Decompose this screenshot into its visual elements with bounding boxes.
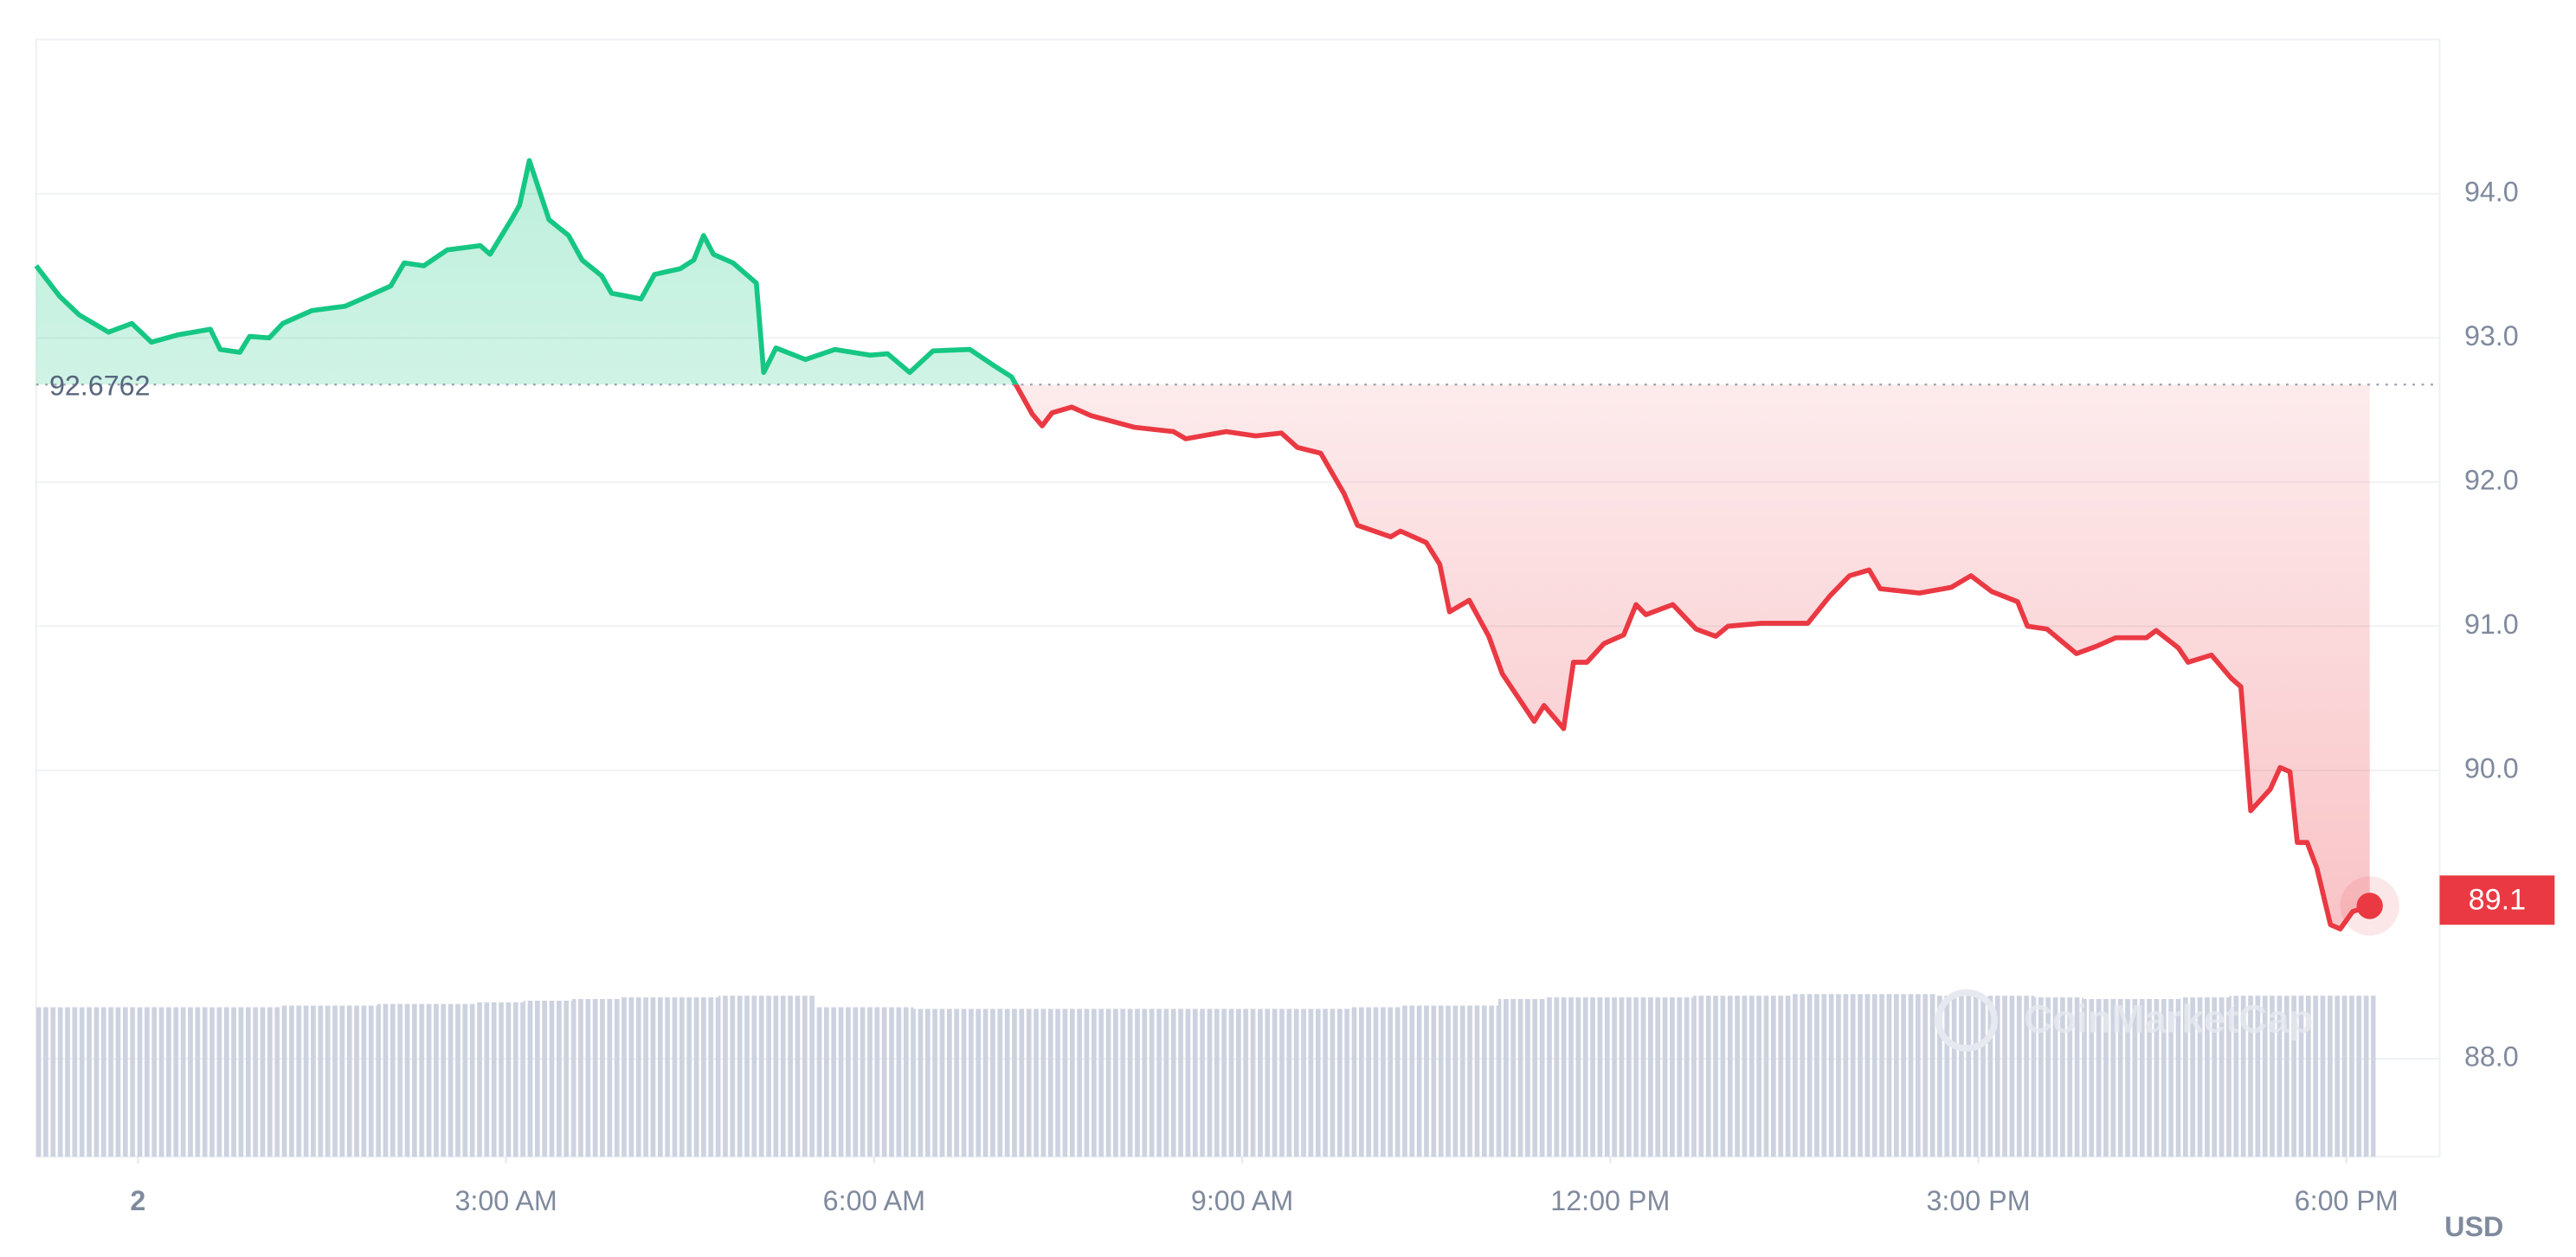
y-tick-label: 88.0 <box>2464 1041 2519 1072</box>
x-tick-label: 6:00 AM <box>823 1185 925 1216</box>
x-tick-label: 3:00 AM <box>454 1185 557 1216</box>
volume-bar <box>1010 1009 1060 1157</box>
volume-bar <box>767 996 816 1157</box>
volume-bar <box>85 1007 134 1157</box>
volume-bar <box>182 1007 231 1157</box>
volume-bar <box>1595 997 1645 1157</box>
x-tick-label: 12:00 PM <box>1550 1185 1670 1216</box>
y-tick-label: 90.0 <box>2464 752 2519 783</box>
price-tag-label: 89.1 <box>2469 884 2526 917</box>
volume-bar <box>1790 994 1840 1157</box>
volume-bar <box>572 998 621 1157</box>
area-down <box>35 384 2370 930</box>
volume-bar <box>2229 996 2278 1157</box>
unit-label: USD <box>2444 1211 2503 1242</box>
volume-bar <box>621 997 670 1157</box>
watermark-logo <box>1935 989 1998 1052</box>
volume-bar <box>474 1002 524 1157</box>
watermark: CoinMarketCap <box>2024 997 2313 1041</box>
price-tag <box>2439 875 2555 925</box>
volume-bar <box>2083 998 2132 1157</box>
volume-bar <box>1059 1009 1109 1157</box>
volume-bar <box>133 1007 183 1157</box>
volume-bar <box>864 1007 914 1157</box>
volume-bar <box>1644 997 1694 1157</box>
volume-bar <box>1936 996 1986 1157</box>
volume-bar <box>1254 1009 1304 1157</box>
volume-bar <box>1742 996 1791 1157</box>
volume-bar <box>1693 996 1742 1157</box>
volume-bar <box>2180 997 2230 1157</box>
x-tick-label: 6:00 PM <box>2295 1185 2399 1216</box>
volume-bar <box>1108 1009 1157 1157</box>
volume-bar <box>2327 996 2376 1157</box>
volume-bar <box>1839 994 1889 1157</box>
volume-bar <box>2131 998 2181 1157</box>
volume-bar <box>426 1003 475 1157</box>
volume-bar <box>1888 994 1937 1157</box>
volume-bar <box>1497 998 1548 1157</box>
volume-bar <box>328 1005 377 1157</box>
volume-bar <box>815 1007 865 1157</box>
volume-bar <box>280 1005 329 1157</box>
x-tick-label: 9:00 AM <box>1191 1185 1293 1216</box>
y-tick-label: 91.0 <box>2464 609 2519 640</box>
volume-bar <box>377 1003 427 1157</box>
volume-bar <box>962 1009 1011 1157</box>
volume-bar <box>2277 996 2328 1157</box>
volume-bar <box>230 1007 280 1157</box>
x-tick-label: 2 <box>130 1185 145 1216</box>
volume-bar <box>1401 1005 1450 1157</box>
volume-bar <box>1303 1009 1353 1157</box>
x-tick-label: 3:00 PM <box>1926 1185 2030 1216</box>
volume-bar <box>2034 997 2083 1157</box>
y-tick-label: 92.0 <box>2464 464 2519 495</box>
price-line-up <box>34 158 1019 385</box>
volume-bar <box>1206 1009 1255 1157</box>
price-line-down <box>1013 384 2371 931</box>
volume-bar <box>1547 997 1596 1157</box>
volume-bar <box>913 1009 963 1157</box>
volume-bar <box>1352 1007 1401 1157</box>
volume-bar <box>1156 1009 1207 1157</box>
volume-bar <box>718 996 768 1157</box>
y-tick-label: 94.0 <box>2464 176 2519 207</box>
volume-bar <box>523 1000 573 1157</box>
last-point <box>2356 893 2383 919</box>
baseline-label: 92.6762 <box>49 371 151 402</box>
y-tick-label: 93.0 <box>2464 320 2519 351</box>
volume-bar <box>669 997 719 1157</box>
volume-bar <box>1449 1005 1498 1157</box>
volume-bar <box>35 1007 86 1157</box>
